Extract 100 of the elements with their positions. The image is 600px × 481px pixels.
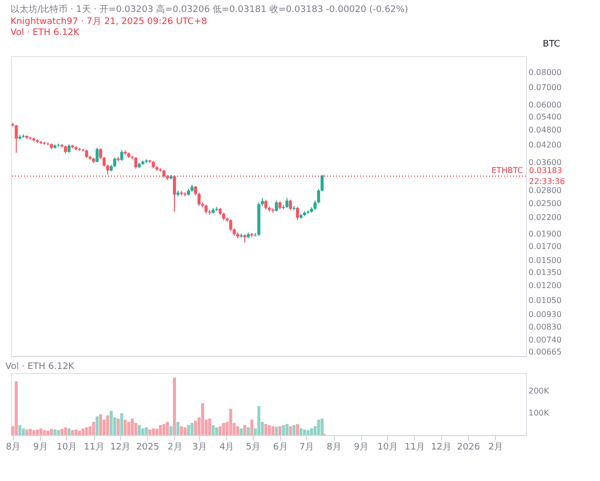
y-tick-label: 0.01500: [528, 256, 562, 266]
bar: [250, 420, 254, 435]
bar: [36, 430, 39, 435]
candlestick: [285, 198, 288, 208]
bar: [56, 430, 60, 435]
bar: [68, 428, 71, 435]
bar: [285, 424, 288, 435]
y-tick-label: 0.00930: [528, 310, 562, 319]
y-tick-label: 0.08000: [528, 68, 562, 78]
bar: [46, 430, 50, 435]
bar: [176, 422, 180, 435]
bar: [271, 426, 274, 435]
bar: [172, 378, 176, 435]
bar: [138, 425, 141, 435]
y-tick-label: 0.01700: [528, 242, 562, 252]
ref-line-label: ETHBTC: [492, 166, 524, 176]
candlestick: [113, 156, 116, 168]
bar: [257, 406, 260, 435]
y-tick-label: 0.04800: [528, 126, 562, 135]
x-tick-label: 9月: [354, 442, 369, 452]
bar: [110, 410, 113, 435]
bar: [246, 427, 250, 435]
text: Knightwatch97 · 7月 21, 2025 09:26 UTC+8: [10, 17, 208, 27]
text: Vol · ETH 6.12K: [10, 28, 80, 38]
x-tick-label: 2026: [457, 442, 480, 452]
bar: [190, 422, 194, 435]
candlestick: [120, 149, 124, 162]
y-axis-title: BTC: [542, 40, 560, 50]
candlestick: [229, 218, 232, 232]
x-tick-label: 2月: [168, 442, 182, 452]
x-tick-label: 2025: [136, 442, 160, 452]
y-tick-label: 0.07000: [528, 83, 562, 92]
y-tick-label: 0.01050: [528, 296, 562, 306]
bar: [99, 414, 102, 435]
x-tick-label: 12月: [431, 442, 452, 452]
bar: [218, 426, 222, 435]
y-tick-label: 0.01350: [528, 268, 562, 278]
chart-title: Vol · ETH 6.12K: [5, 362, 76, 372]
bar: [64, 427, 67, 435]
bar: [130, 418, 134, 435]
x-tick-label: 2月: [488, 442, 504, 452]
x-tick-label: 4月: [219, 442, 234, 452]
bar: [208, 418, 212, 435]
bar: [28, 428, 32, 435]
bar: [306, 430, 310, 435]
bar: [300, 428, 303, 435]
bar: [22, 428, 25, 435]
x-tick-label: 9月: [33, 442, 48, 452]
bar: [14, 381, 18, 435]
bar: [106, 415, 110, 435]
bar: [274, 426, 278, 435]
bar: [124, 420, 127, 435]
bar: [42, 430, 46, 435]
bar: [310, 428, 314, 435]
candlestick: [274, 200, 278, 212]
text: 22:33:36: [529, 177, 565, 186]
candlestick: [264, 199, 268, 210]
bar: [212, 425, 215, 435]
bar: [32, 430, 36, 435]
bar: [120, 413, 124, 435]
bar: [184, 427, 187, 435]
y-tick-label: 0.02800: [528, 186, 562, 196]
bar: [303, 430, 306, 435]
chart-title: 以太坊/比特币 · 1天 · 开=0.03203 高=0.03206 低=0.03181 收=0.03183 -0.00020 (-0.62%): [10, 4, 408, 15]
y-tick-label: 0.01900: [528, 230, 562, 239]
x-tick-label: 7月: [299, 442, 314, 452]
y-tick-label: 0.00740: [528, 336, 562, 345]
bar: [169, 426, 172, 435]
bar: [201, 403, 204, 435]
y-tick-label: 0.00665: [528, 348, 562, 357]
candlestick: [296, 206, 299, 220]
y-tick-label: 0.01200: [528, 281, 562, 290]
bar: [25, 430, 28, 435]
bar: [236, 426, 240, 435]
y-tick-label: 0.02500: [528, 198, 562, 208]
bar: [85, 427, 88, 435]
bar: [282, 425, 285, 435]
bar: [292, 425, 296, 435]
y-tick-label: 0.02200: [528, 213, 562, 222]
bar: [229, 408, 232, 435]
bar: [317, 420, 320, 435]
candlestick: [96, 147, 99, 163]
bar: [74, 430, 78, 435]
bar: [194, 420, 198, 435]
bar: [82, 428, 85, 435]
bar: [264, 424, 268, 435]
y-tick-label: 0.03600: [528, 158, 562, 167]
bar: [243, 425, 246, 435]
bar: [71, 430, 74, 435]
x-tick-label: 5月: [246, 442, 261, 452]
bar: [158, 425, 162, 435]
bar: [50, 428, 53, 435]
bar: [215, 427, 218, 435]
candlestick: [134, 156, 138, 170]
bar: [134, 422, 138, 435]
x-tick-label: 3月: [192, 442, 207, 452]
y-tick-label: 0.05400: [528, 112, 562, 122]
bar: [144, 427, 148, 435]
bar: [278, 426, 282, 435]
bar: [162, 424, 166, 435]
